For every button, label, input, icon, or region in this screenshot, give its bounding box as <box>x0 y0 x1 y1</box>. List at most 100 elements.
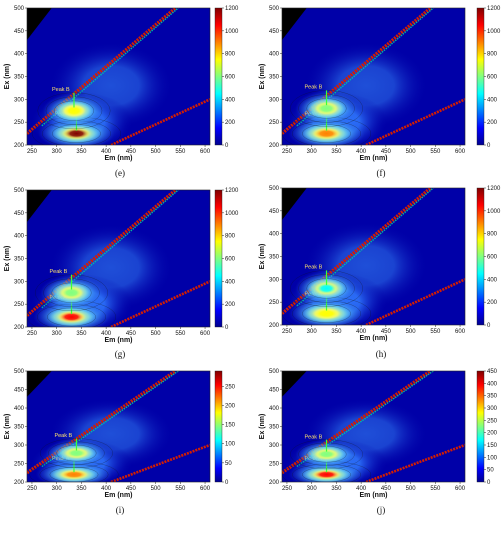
masked-region <box>27 8 52 40</box>
colorbar-tick-label: 800 <box>225 52 236 58</box>
colorbar-tick-label: 1200 <box>225 188 239 194</box>
x-axis-label: Em (nm) <box>360 335 388 342</box>
y-axis-label: Ex (nm) <box>259 64 266 90</box>
raman-scatter-line <box>41 371 180 468</box>
x-axis-label: Em (nm) <box>105 492 133 499</box>
x-tick-label: 550 <box>175 486 186 492</box>
second-order-scatter-line <box>365 98 465 145</box>
fluorescence-region <box>314 102 339 115</box>
peak-label: Peak B <box>305 85 323 91</box>
y-tick-label: 500 <box>269 186 280 192</box>
x-tick-label: 450 <box>381 329 392 335</box>
second-order-scatter-line <box>110 443 210 482</box>
colorbar-tick-label: 100 <box>225 442 236 448</box>
y-tick-label: 200 <box>269 143 280 149</box>
second-order-scatter-line <box>110 280 210 327</box>
y-axis-label: Ex (nm) <box>259 244 266 270</box>
x-tick-label: 350 <box>76 149 87 155</box>
x-tick-label: 600 <box>455 149 466 155</box>
peak-label: Peak B <box>50 269 68 275</box>
fluorescence-region <box>62 104 86 117</box>
colorbar-tick-label: 800 <box>487 52 498 58</box>
colorbar-tick-label: 150 <box>487 443 498 449</box>
x-tick-label: 250 <box>27 149 38 155</box>
colorbar-tick-label: 200 <box>225 403 236 409</box>
eem-panel: Peak APeak B2503003504004505005506002002… <box>259 369 498 515</box>
x-tick-label: 500 <box>151 149 162 155</box>
y-tick-label: 200 <box>14 480 25 486</box>
x-tick-label: 250 <box>282 149 293 155</box>
masked-region <box>282 8 307 40</box>
colorbar <box>214 189 223 328</box>
colorbar-tick-label: 1000 <box>225 29 239 35</box>
y-tick-label: 350 <box>14 425 25 431</box>
raman-scatter-line <box>296 8 435 127</box>
colorbar-tick-label: 200 <box>487 300 498 306</box>
plot-area: Peak APeak B <box>282 188 465 325</box>
colorbar-tick-label: 200 <box>225 120 236 126</box>
raman-scatter-line <box>296 188 435 307</box>
y-tick-label: 300 <box>14 279 25 285</box>
colorbar-tick-label: 50 <box>487 468 494 474</box>
x-tick-label: 400 <box>356 149 367 155</box>
colorbar-tick-label: 800 <box>487 232 498 238</box>
x-tick-label: 350 <box>331 329 342 335</box>
y-tick-label: 400 <box>269 52 280 58</box>
colorbar-tick-label: 400 <box>487 277 498 283</box>
x-tick-label: 450 <box>126 486 137 492</box>
x-tick-label: 300 <box>52 331 63 337</box>
colorbar-tick-label: 600 <box>225 257 236 263</box>
colorbar-tick-label: 1200 <box>487 186 501 192</box>
panel-caption: (h) <box>376 349 387 359</box>
colorbar-tick-label: 600 <box>487 255 498 261</box>
x-tick-label: 300 <box>307 329 318 335</box>
colorbar-tick-label: 250 <box>225 384 236 390</box>
eem-panel: Peak APeak B2503003504004505005506002002… <box>4 6 239 178</box>
y-axis-label: Ex (nm) <box>4 246 11 272</box>
x-tick-label: 550 <box>430 486 441 492</box>
fluorescence-region <box>62 127 91 140</box>
colorbar <box>476 187 485 326</box>
colorbar-tick-label: 0 <box>225 143 229 149</box>
y-tick-label: 350 <box>269 255 280 261</box>
y-tick-label: 350 <box>269 75 280 81</box>
y-tick-label: 250 <box>14 120 25 126</box>
y-tick-label: 250 <box>269 300 280 306</box>
peak-label: Peak B <box>52 87 70 93</box>
x-tick-label: 500 <box>406 486 417 492</box>
second-order-scatter-line <box>110 98 210 145</box>
colorbar-tick-label: 400 <box>487 381 498 387</box>
x-tick-label: 600 <box>200 331 211 337</box>
colorbar-tick-label: 0 <box>225 325 229 331</box>
colorbar-tick-label: 1200 <box>487 6 501 12</box>
y-tick-label: 500 <box>14 6 25 12</box>
y-tick-label: 450 <box>14 211 25 217</box>
x-tick-label: 350 <box>331 149 342 155</box>
y-tick-label: 400 <box>14 406 25 412</box>
colorbar-tick-label: 50 <box>225 461 232 467</box>
x-tick-label: 300 <box>52 486 63 492</box>
colorbar-tick-label: 400 <box>225 279 236 285</box>
rayleigh-scatter-line <box>282 188 432 315</box>
x-tick-label: 250 <box>27 486 38 492</box>
x-tick-label: 400 <box>101 149 112 155</box>
y-axis-label: Ex (nm) <box>4 64 11 90</box>
x-tick-label: 400 <box>101 331 112 337</box>
colorbar-tick-label: 400 <box>487 97 498 103</box>
rayleigh-scatter-line <box>27 8 177 135</box>
x-tick-label: 600 <box>455 486 466 492</box>
y-tick-label: 500 <box>14 369 25 375</box>
colorbar-tick-label: 1200 <box>225 6 239 12</box>
fluorescence-region <box>312 127 341 140</box>
x-tick-label: 300 <box>307 486 318 492</box>
y-tick-label: 400 <box>14 234 25 240</box>
y-tick-label: 250 <box>14 302 25 308</box>
eem-panel: Peak APeak B2503003504004505005506002002… <box>259 186 501 359</box>
x-tick-label: 600 <box>455 329 466 335</box>
colorbar-tick-label: 600 <box>487 75 498 81</box>
colorbar-tick-label: 200 <box>487 120 498 126</box>
colorbar-tick-label: 150 <box>225 423 236 429</box>
eem-panel: Peak APeak B2503003504004505005506002002… <box>259 6 501 178</box>
colorbar-tick-label: 1000 <box>487 29 501 35</box>
